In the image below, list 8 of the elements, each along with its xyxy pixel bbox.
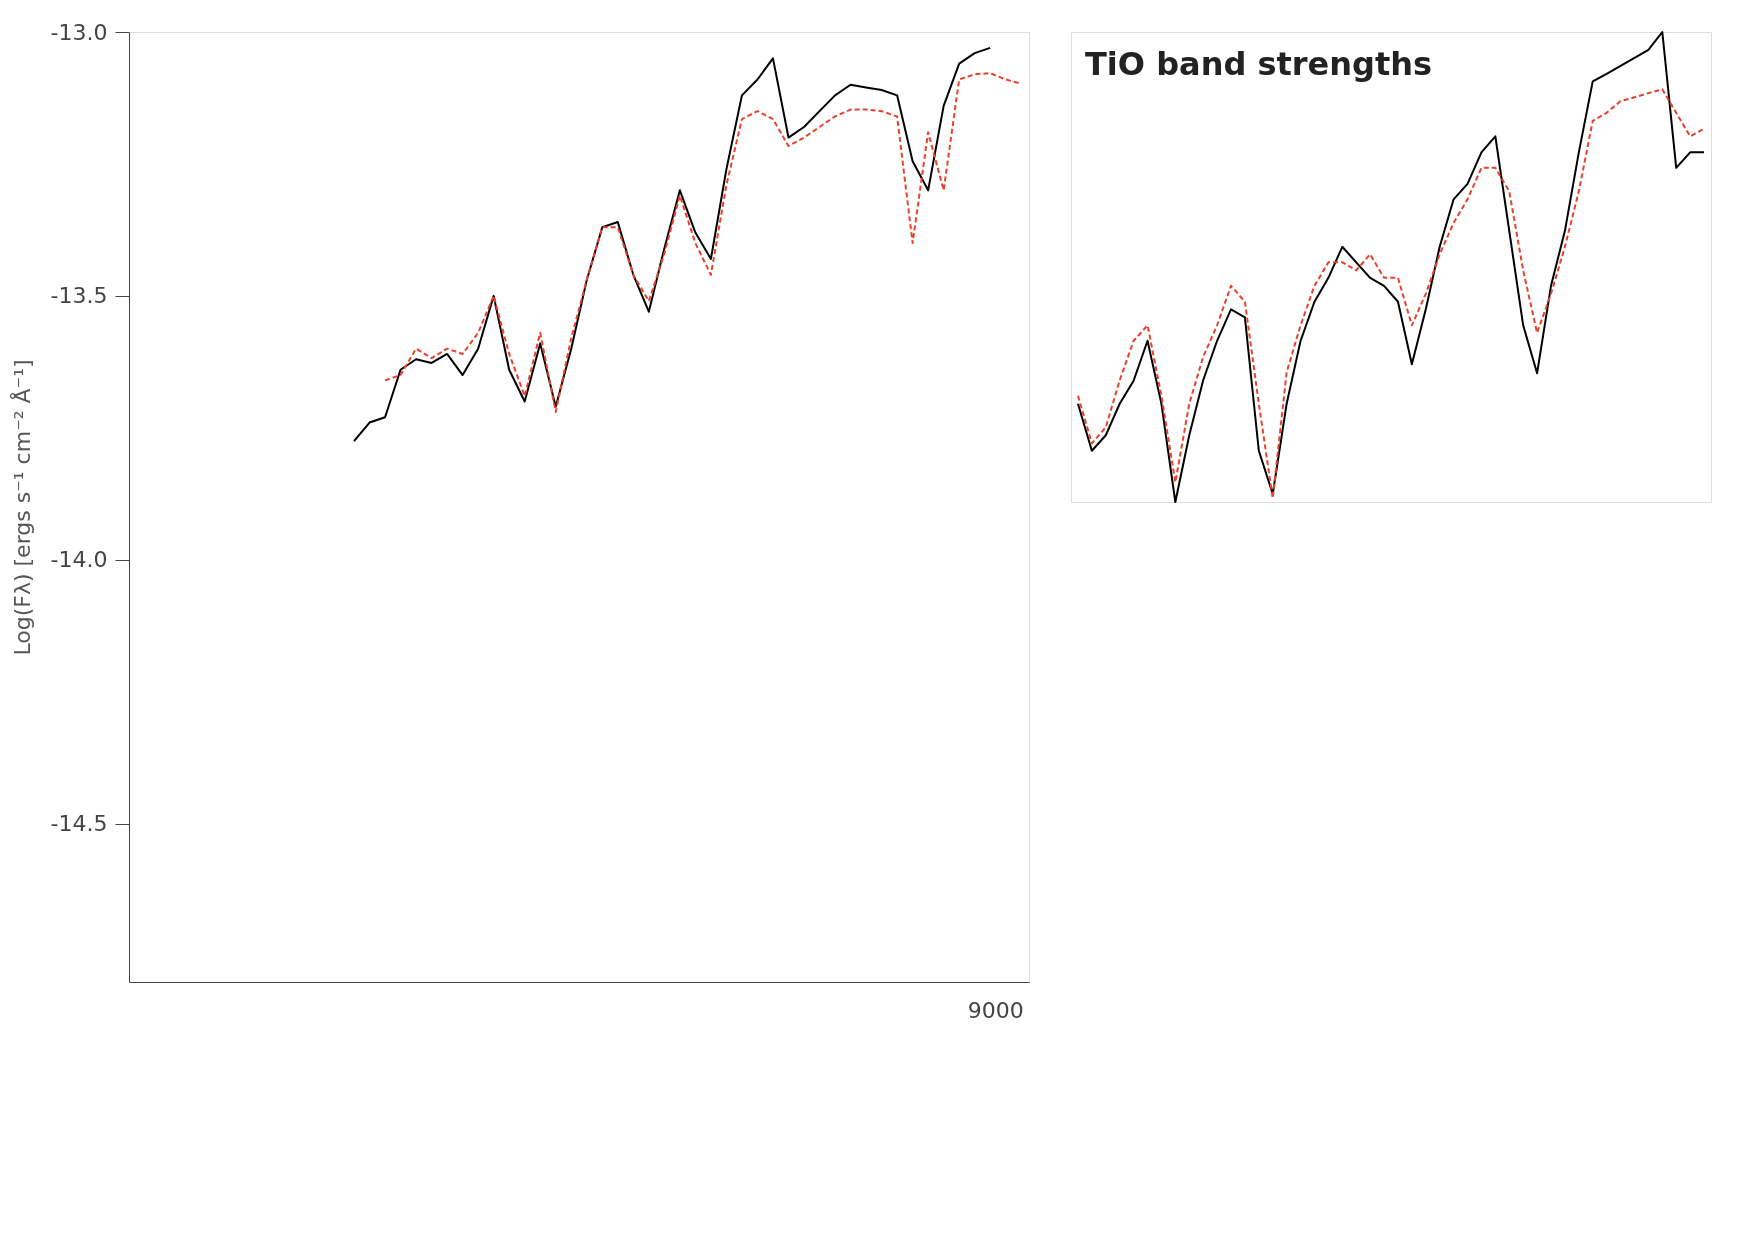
annotation: TiO band strengths — [1085, 45, 1433, 83]
y-tick-label: -13.5 — [50, 283, 108, 309]
y-axis-title: Log(Fλ) [ergs s⁻¹ cm⁻² Å⁻¹] — [8, 359, 35, 656]
y-tick-label: -13.0 — [50, 19, 108, 45]
text: 9000 — [967, 998, 1024, 1023]
line-series — [353, 46, 992, 443]
y-tick-label: -14.5 — [50, 811, 108, 837]
y-tick-label: -14.0 — [50, 547, 108, 573]
